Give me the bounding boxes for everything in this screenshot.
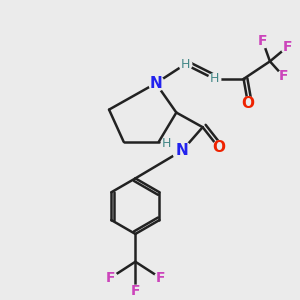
Text: F: F: [155, 271, 165, 285]
Text: N: N: [176, 143, 189, 158]
Text: O: O: [212, 140, 225, 155]
Text: F: F: [106, 271, 115, 285]
Text: F: F: [130, 284, 140, 298]
Text: H: H: [161, 137, 171, 150]
Text: F: F: [278, 69, 288, 83]
Text: F: F: [258, 34, 267, 48]
Text: N: N: [149, 76, 162, 91]
Text: H: H: [180, 58, 190, 71]
Text: H: H: [210, 72, 219, 86]
Text: O: O: [242, 96, 254, 111]
Text: F: F: [283, 40, 292, 54]
